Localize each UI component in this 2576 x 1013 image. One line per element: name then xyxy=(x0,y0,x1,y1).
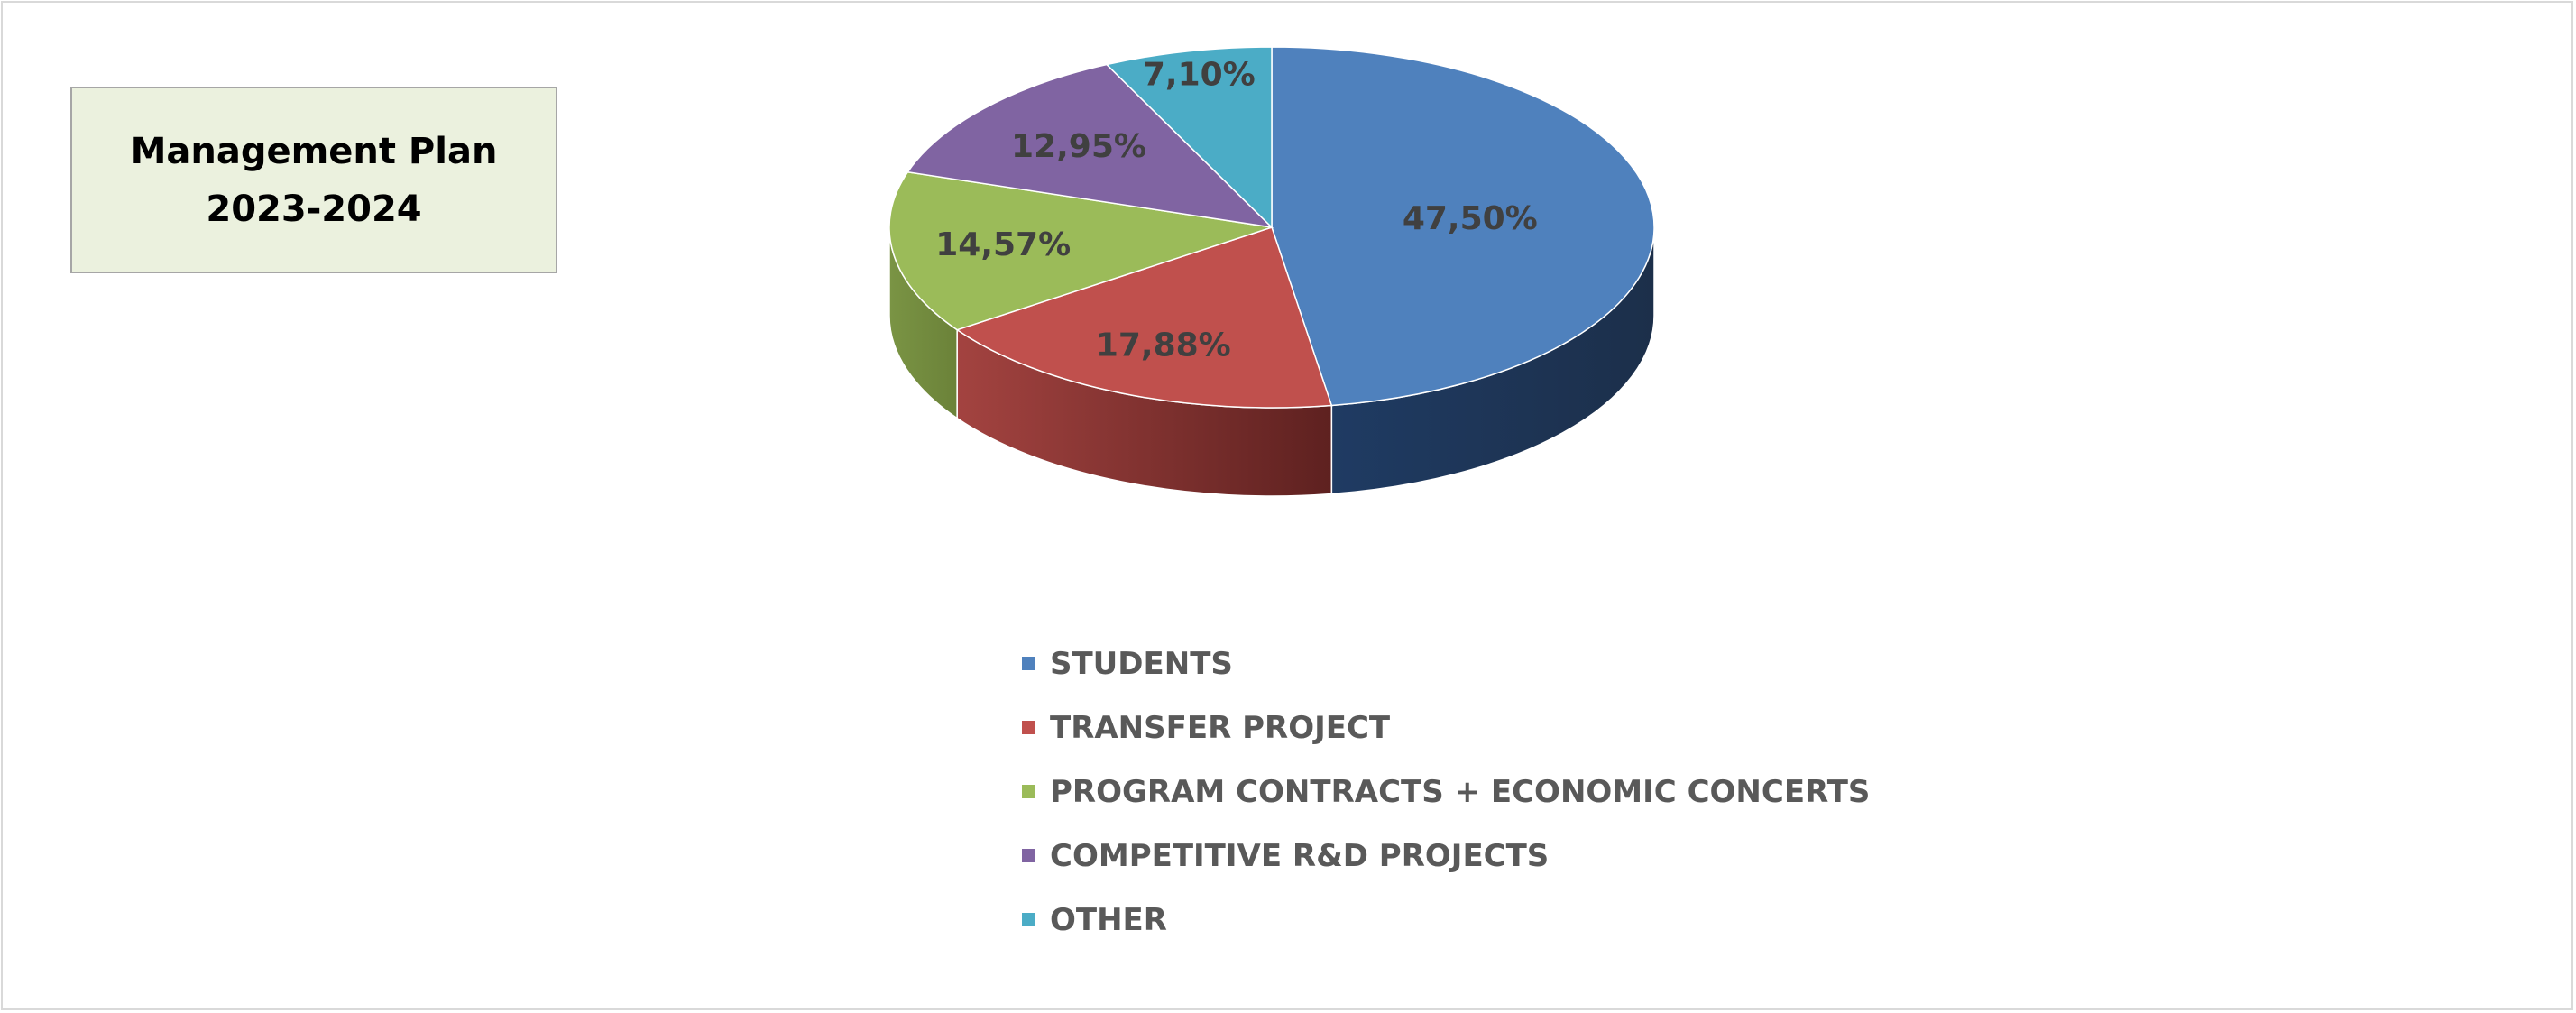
chart-title-line-1: Management Plan xyxy=(130,130,498,172)
pie-tops xyxy=(888,46,1655,409)
legend: STUDENTS TRANSFER PROJECT PROGRAM CONTRACT… xyxy=(1022,631,1870,952)
legend-item-program-contracts-economic-concerts: PROGRAM CONTRACTS + ECONOMIC CONCERTS xyxy=(1022,760,1870,824)
chart-title-line-2: 2023-2024 xyxy=(206,188,422,230)
data-label-other: 7,10% xyxy=(1143,56,1256,93)
legend-label: COMPETITIVE R&D PROJECTS xyxy=(1050,837,1550,874)
legend-item-students: STUDENTS xyxy=(1022,631,1870,695)
legend-label: PROGRAM CONTRACTS + ECONOMIC CONCERTS xyxy=(1050,773,1871,810)
legend-swatch xyxy=(1022,849,1035,862)
legend-swatch xyxy=(1022,721,1035,734)
legend-swatch xyxy=(1022,657,1035,670)
legend-swatch xyxy=(1022,785,1035,798)
data-label-competitive-r-d-projects: 12,95% xyxy=(1011,128,1146,165)
legend-swatch xyxy=(1022,913,1035,926)
legend-item-competitive-r-d-projects: COMPETITIVE R&D PROJECTS xyxy=(1022,824,1870,888)
legend-label: OTHER xyxy=(1050,901,1167,938)
pie-slice-program-contracts-economic-concerts xyxy=(888,170,1273,331)
pie-slice-competitive-r-d-projects xyxy=(906,63,1274,229)
pie-data-labels: 47,50% 17,88% 14,57% 12,95% 7,10% xyxy=(935,56,1538,364)
legend-label: TRANSFER PROJECT xyxy=(1050,709,1391,746)
data-label-students: 47,50% xyxy=(1403,200,1538,237)
pie-slice-transfer-project xyxy=(955,226,1333,409)
data-label-transfer-project: 17,88% xyxy=(1096,327,1231,364)
chart-title-box: Management Plan 2023-2024 xyxy=(70,87,557,273)
legend-item-other: OTHER xyxy=(1022,888,1870,952)
data-label-program-contracts-economic-concerts: 14,57% xyxy=(935,226,1071,263)
pie-slice-other xyxy=(1105,46,1273,229)
pie-slice-students xyxy=(1271,46,1655,407)
legend-label: STUDENTS xyxy=(1050,645,1233,682)
legend-item-transfer-project: TRANSFER PROJECT xyxy=(1022,695,1870,760)
pie-sides xyxy=(888,226,1655,497)
